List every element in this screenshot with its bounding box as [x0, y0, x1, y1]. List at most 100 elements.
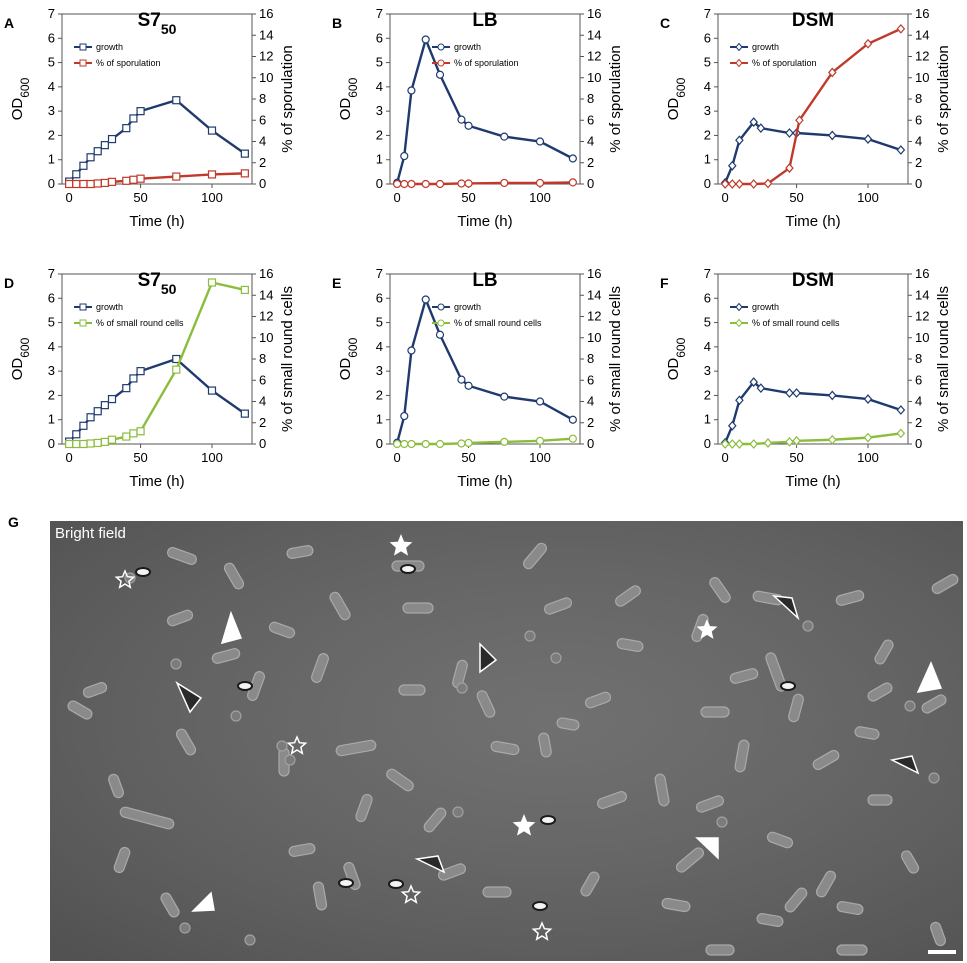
- rod-cell: [312, 881, 328, 911]
- rod-cell: [900, 850, 920, 874]
- rod-cell: [67, 700, 93, 720]
- rod-cell: [286, 545, 314, 559]
- chart-e-series-growth-point: [464, 381, 473, 390]
- chart-d-series-growth-point: [129, 374, 138, 383]
- chart-c-ytick-label: 4: [704, 79, 711, 94]
- chart-e-title: LB: [472, 270, 497, 291]
- chart-b-ytick-label: 3: [376, 103, 383, 118]
- chart-e-series-percent-point: [421, 439, 430, 449]
- rod-cell: [223, 562, 245, 590]
- rod-cell: [268, 621, 296, 639]
- chart-b-y2tick-label: 4: [587, 134, 594, 149]
- chart-f-ytick-label: 7: [704, 266, 711, 281]
- rod-cell: [310, 653, 330, 683]
- chart-f-series-growth-point: [735, 395, 744, 406]
- chart-c-series-percent-point: [863, 38, 873, 49]
- chart-a-xtick-label: 0: [66, 190, 73, 205]
- rod-cell: [654, 773, 670, 807]
- rod-cell: [930, 921, 946, 947]
- chart-f-ytick-label: 0: [704, 436, 711, 451]
- chart-c-ytick-label: 1: [704, 152, 711, 167]
- chart-c-xtick-label: 50: [789, 190, 803, 205]
- round-cell: [802, 620, 814, 632]
- chart-f-series-growth-point: [756, 383, 766, 394]
- chart-c-ytick-label: 5: [704, 55, 711, 70]
- rod-cell: [931, 573, 959, 595]
- chart-f-series-growth-point: [827, 390, 837, 401]
- chart-e-ytick-label: 2: [376, 387, 383, 402]
- chart-e-ylabel: OD600: [337, 337, 360, 380]
- chart-e-xtick-label: 0: [394, 450, 401, 465]
- chart-d-series-growth-point: [86, 413, 95, 422]
- chart-e-y2tick-label: 0: [587, 436, 594, 451]
- chart-e-y2tick-label: 12: [587, 309, 601, 324]
- chart-b-series-growth-line: [395, 35, 574, 184]
- rod-cell: [402, 602, 434, 614]
- chart-a-y2tick-label: 12: [259, 49, 273, 64]
- rod-cell: [867, 682, 893, 702]
- chart-c-panel-letter: C: [660, 15, 670, 31]
- chart-e-ylabel-sub: 600: [346, 337, 360, 357]
- chart-e-panel-letter: E: [332, 275, 341, 291]
- chart-d-series-growth-point: [136, 367, 145, 376]
- chart-c-series-growth-point: [863, 134, 873, 144]
- chart-d-panel-letter: D: [4, 275, 14, 291]
- chart-d-xtick-label: 50: [133, 450, 147, 465]
- round-cell: [550, 652, 562, 664]
- chart-a-y2tick-label: 4: [259, 134, 266, 149]
- rod-cell: [398, 684, 426, 696]
- chart-d-ytick-label: 2: [48, 387, 55, 402]
- chart-e-series-percent-point: [535, 436, 545, 445]
- chart-c-y2tick-label: 2: [915, 155, 922, 170]
- chart-e-series-growth-point: [400, 411, 409, 421]
- chart-f-ytick-label: 4: [704, 339, 711, 354]
- rod-cell: [167, 546, 197, 566]
- chart-a-title-sub: 50: [161, 21, 177, 37]
- chart-e-ytick-label: 6: [376, 290, 383, 305]
- chart-c-series-percent-point: [749, 179, 759, 189]
- spore: [237, 681, 253, 691]
- chart-e-series-growth-point: [568, 415, 577, 424]
- rod-cell: [476, 690, 496, 718]
- chart-a-series-percent-point: [65, 179, 74, 189]
- chart-d-ytick-label: 6: [48, 290, 55, 305]
- chart-a-legend-marker: [79, 59, 87, 67]
- chart-e-legend-label: growth: [454, 302, 481, 312]
- chart-a-series-percent-point: [79, 179, 88, 189]
- chart-d-y2tick-label: 12: [259, 309, 273, 324]
- chart-c-ytick-label: 0: [704, 176, 711, 191]
- chart-d-series-percent-point: [65, 439, 74, 449]
- rod-cell: [705, 944, 735, 956]
- open-star-marker: [400, 884, 422, 904]
- chart-b-series-growth-point: [421, 35, 430, 44]
- rod-cell: [166, 609, 194, 627]
- chart-b-legend-marker: [437, 59, 445, 67]
- chart-f-series-growth-point: [749, 377, 759, 387]
- chart-c-series-percent-point: [827, 67, 837, 78]
- chart-a-ytick-label: 6: [48, 30, 55, 45]
- chart-b-ytick-label: 2: [376, 127, 383, 142]
- rod-cell: [437, 863, 467, 881]
- chart-d-ytick-label: 0: [48, 436, 55, 451]
- chart-b-ytick-label: 1: [376, 152, 383, 167]
- chart-e-legend-label: % of small round cells: [454, 318, 542, 328]
- chart-a-series-growth-point: [172, 96, 181, 105]
- chart-a-ytick-label: 4: [48, 79, 55, 94]
- chart-f-y2tick-label: 12: [915, 309, 929, 324]
- open-arrowhead-marker: [771, 595, 800, 621]
- chart-d-y2tick-label: 14: [259, 287, 273, 302]
- chart-a-series-percent-point: [100, 178, 109, 188]
- chart-d-title-sub: 50: [161, 281, 177, 297]
- chart-e-series-percent-point: [407, 439, 416, 449]
- spore: [780, 681, 796, 691]
- chart-d-series-growth-point: [100, 401, 109, 410]
- chart-c-y2tick-label: 6: [915, 112, 922, 127]
- chart-a-series-growth-point: [79, 161, 88, 170]
- chart-a-series-growth-point: [207, 126, 217, 135]
- chart-b-ylabel-sub: 600: [346, 77, 360, 97]
- chart-d-series-growth-line: [68, 357, 246, 443]
- rod-cell: [874, 639, 894, 665]
- chart-d-series-growth-point: [240, 409, 249, 418]
- rod-cell: [175, 728, 197, 756]
